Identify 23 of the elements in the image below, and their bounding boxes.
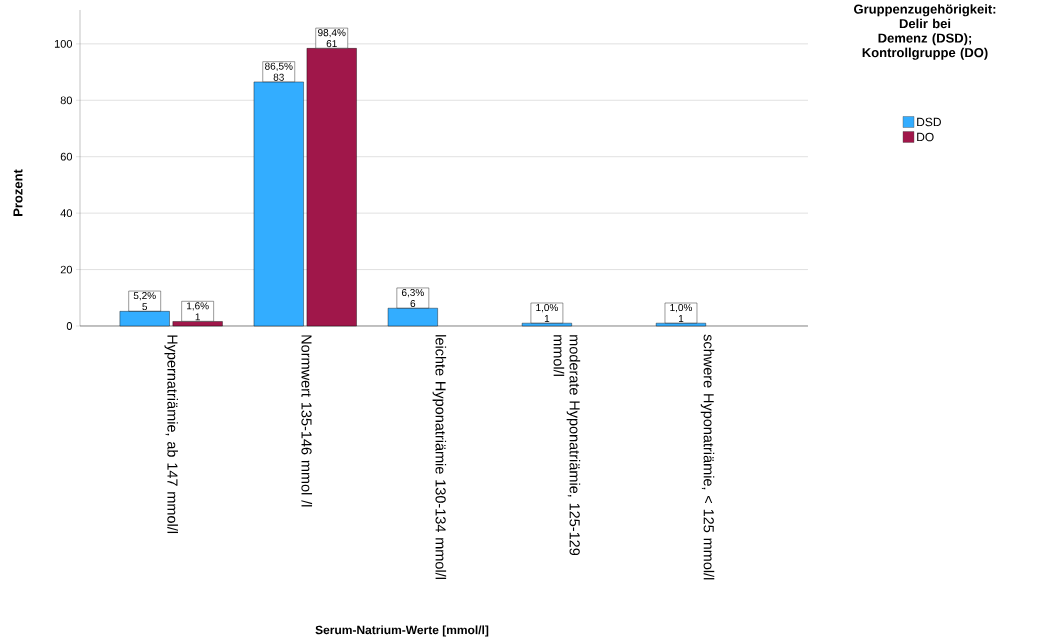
x-tick-label: leichte Hyponatriämie 130-134 mmol/l: [432, 335, 447, 579]
x-tick-label: Hypernatriämie, ab 147 mmol/l: [164, 335, 178, 534]
y-tick-label: 40: [60, 209, 73, 218]
y-tick-label: 100: [54, 39, 73, 48]
y-tick-label: 60: [60, 152, 73, 161]
data-label: 86,5% 83: [265, 62, 293, 81]
x-tick-label: moderate Hyponatriämie, 125-129 mmol/l: [553, 335, 581, 556]
y-tick-label: 20: [60, 265, 73, 274]
legend-label: DSD: [917, 117, 941, 127]
legend-title: Gruppenzugehörigkeit: Delir bei Demenz (DSD); Kontrollgruppe (DO): [854, 4, 996, 60]
x-tick-label: Normwert 135-146 mmol /l: [301, 335, 313, 507]
y-axis-title: Prozent: [13, 169, 23, 216]
data-label: 6,3% 6: [401, 288, 424, 308]
x-axis-title: Serum-Natrium-Werte [mmol/l]: [315, 625, 489, 637]
x-tick-label: schwere Hyponatriämie, < 125 mmol/l: [700, 334, 715, 580]
data-label: 98,4% 61: [318, 29, 346, 48]
y-tick-label: 0: [66, 322, 73, 330]
data-label: 1,0% 1: [670, 303, 693, 322]
y-tick-label: 80: [60, 96, 73, 105]
data-label: 1,0% 1: [536, 303, 558, 322]
data-label: 1,6% 1: [187, 302, 209, 321]
data-label: 5,2% 5: [133, 292, 156, 311]
legend-label: DO: [917, 132, 934, 142]
